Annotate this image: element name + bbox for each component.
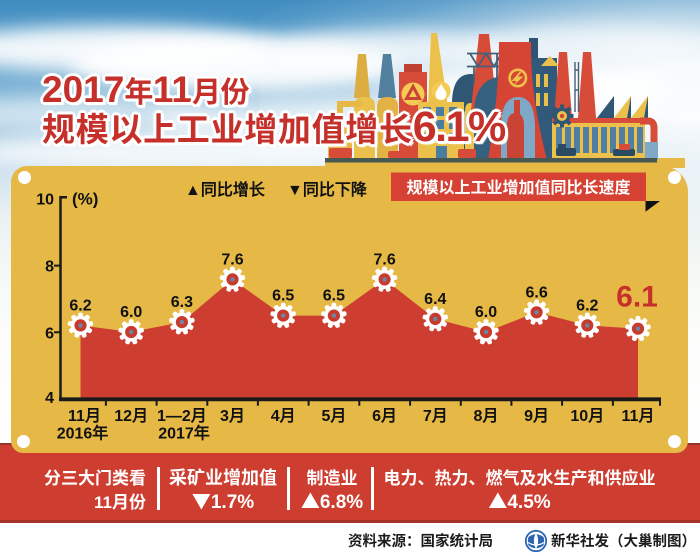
svg-text:8月: 8月: [474, 407, 499, 425]
svg-text:6.5: 6.5: [323, 288, 345, 305]
svg-text:7月: 7月: [423, 407, 448, 425]
svg-text:4月: 4月: [271, 407, 296, 425]
svg-text:6月: 6月: [372, 407, 397, 425]
svg-text:6.2: 6.2: [576, 297, 598, 314]
svg-text:8: 8: [45, 259, 54, 276]
svg-text:3月: 3月: [220, 407, 245, 425]
svg-text:6.3: 6.3: [171, 294, 193, 311]
svg-text:5月: 5月: [321, 407, 346, 425]
svg-text:6: 6: [45, 325, 54, 342]
svg-text:7.6: 7.6: [373, 251, 395, 268]
svg-text:10月: 10月: [570, 407, 604, 425]
svg-text:2017年: 2017年: [158, 424, 210, 443]
svg-text:12月: 12月: [114, 407, 148, 425]
svg-text:11月: 11月: [68, 407, 101, 425]
svg-text:10: 10: [36, 192, 54, 209]
svg-text:▼同比下降: ▼同比下降: [287, 180, 368, 199]
svg-text:4: 4: [45, 390, 54, 407]
svg-text:9月: 9月: [524, 407, 549, 425]
svg-text:6.1: 6.1: [616, 281, 658, 314]
svg-text:11月: 11月: [622, 407, 655, 425]
svg-text:▲同比增长: ▲同比增长: [185, 180, 266, 199]
svg-text:规模以上工业增加值同比长速度: 规模以上工业增加值同比长速度: [406, 174, 630, 198]
svg-text:6.4: 6.4: [424, 291, 446, 308]
svg-text:(%): (%): [72, 190, 98, 209]
svg-text:7.6: 7.6: [221, 251, 243, 268]
svg-text:1—2月: 1—2月: [157, 407, 207, 425]
svg-text:2016年: 2016年: [57, 424, 109, 443]
svg-text:6.0: 6.0: [475, 304, 497, 321]
svg-text:6.5: 6.5: [272, 288, 294, 305]
svg-text:6.2: 6.2: [69, 297, 91, 314]
svg-text:6.6: 6.6: [525, 284, 547, 301]
svg-text:6.0: 6.0: [120, 304, 142, 321]
